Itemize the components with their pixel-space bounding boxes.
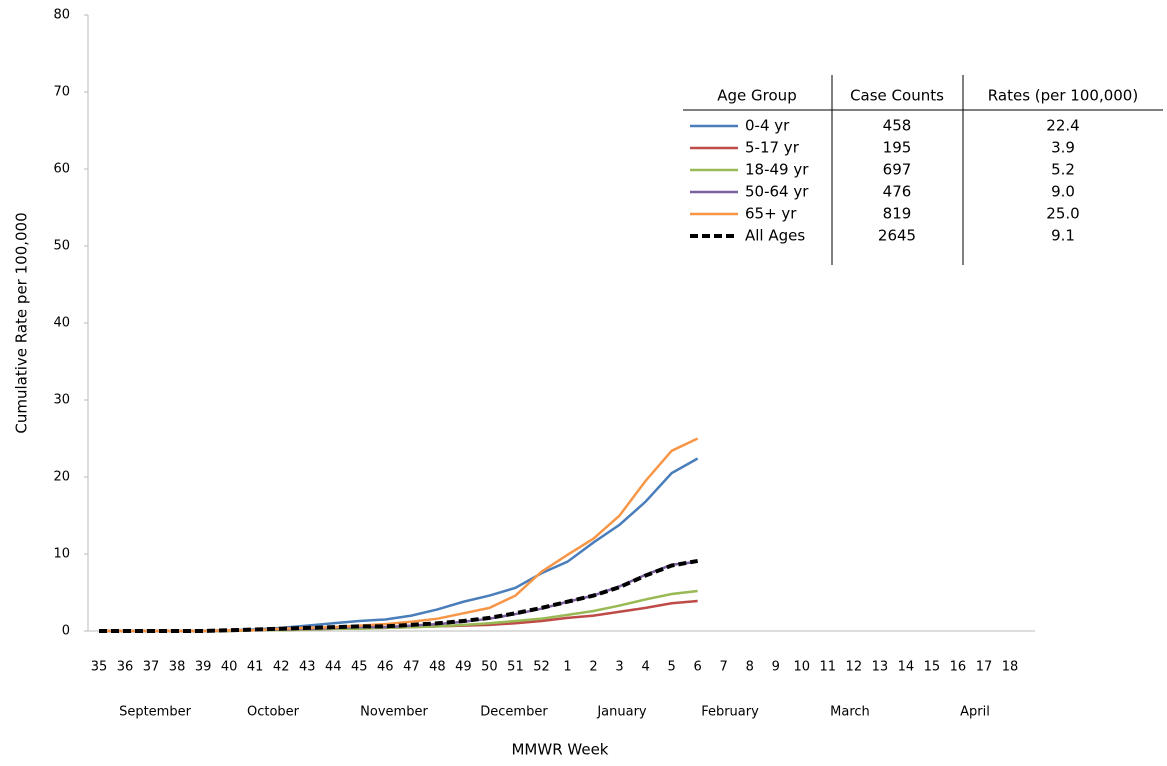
legend-label: 0-4 yr <box>745 117 790 135</box>
month-label: February <box>701 705 759 720</box>
y-tick-label: 20 <box>53 470 70 485</box>
series-line <box>99 560 698 633</box>
case-count: 458 <box>883 117 912 135</box>
rate: 25.0 <box>1046 205 1079 223</box>
x-tick-label: 12 <box>846 660 863 675</box>
month-label: September <box>119 705 192 720</box>
y-tick-label: 60 <box>53 162 70 177</box>
x-tick-label: 3 <box>615 660 623 675</box>
month-label: December <box>480 705 548 720</box>
legend-label: 65+ yr <box>745 205 797 223</box>
x-tick-label: 13 <box>872 660 889 675</box>
y-tick-label: 40 <box>53 316 70 331</box>
x-tick-label: 50 <box>481 660 498 675</box>
x-tick-label: 48 <box>429 660 446 675</box>
table-header: Case Counts <box>850 87 944 105</box>
series-line <box>99 457 699 633</box>
rate: 9.1 <box>1051 227 1075 245</box>
y-tick-label: 0 <box>62 624 70 639</box>
x-tick-label: 1 <box>563 660 571 675</box>
x-tick-label: 47 <box>403 660 420 675</box>
y-tick-label: 30 <box>53 393 70 408</box>
series-line <box>99 589 698 633</box>
case-count: 195 <box>883 139 912 157</box>
rate: 22.4 <box>1046 117 1079 135</box>
series-line <box>99 437 699 633</box>
case-count: 476 <box>883 183 912 201</box>
x-tick-label: 11 <box>820 660 837 675</box>
month-label: April <box>960 705 990 720</box>
legend-label: 18-49 yr <box>745 161 809 179</box>
x-tick-label: 49 <box>455 660 472 675</box>
x-tick-label: 38 <box>169 660 186 675</box>
x-tick-label: 44 <box>325 660 342 675</box>
case-count: 697 <box>883 161 912 179</box>
legend-label: 50-64 yr <box>745 183 809 201</box>
x-tick-label: 52 <box>533 660 550 675</box>
y-tick-label: 10 <box>53 547 70 562</box>
x-tick-label: 17 <box>976 660 993 675</box>
x-tick-label: 41 <box>247 660 264 675</box>
month-label: January <box>596 705 647 720</box>
x-tick-label: 9 <box>772 660 780 675</box>
x-tick-label: 15 <box>924 660 941 675</box>
x-tick-label: 51 <box>507 660 524 675</box>
x-tick-label: 8 <box>746 660 754 675</box>
x-tick-label: 6 <box>694 660 702 675</box>
x-tick-label: 43 <box>299 660 316 675</box>
month-label: October <box>247 705 300 720</box>
x-tick-label: 46 <box>377 660 394 675</box>
x-tick-label: 42 <box>273 660 290 675</box>
case-count: 2645 <box>878 227 916 245</box>
x-tick-label: 10 <box>793 660 810 675</box>
x-axis-label: MMWR Week <box>511 741 608 759</box>
x-tick-label: 37 <box>143 660 160 675</box>
x-tick-label: 7 <box>720 660 728 675</box>
x-tick-label: 18 <box>1002 660 1019 675</box>
x-tick-label: 40 <box>221 660 238 675</box>
legend-label: All Ages <box>745 227 805 245</box>
case-count: 819 <box>883 205 912 223</box>
month-label: November <box>360 705 428 720</box>
rate: 9.0 <box>1051 183 1075 201</box>
x-tick-label: 14 <box>898 660 915 675</box>
y-tick-label: 70 <box>53 85 70 100</box>
y-axis-label: Cumulative Rate per 100,000 <box>13 212 31 433</box>
legend-label: 5-17 yr <box>745 139 800 157</box>
x-tick-label: 36 <box>117 660 134 675</box>
x-tick-label: 4 <box>641 660 649 675</box>
x-tick-label: 5 <box>667 660 675 675</box>
month-label: March <box>830 705 870 720</box>
y-tick-label: 80 <box>53 8 70 23</box>
y-tick-label: 50 <box>53 239 70 254</box>
rate: 5.2 <box>1051 161 1075 179</box>
x-tick-label: 45 <box>351 660 368 675</box>
table-header: Age Group <box>717 87 796 105</box>
x-tick-label: 35 <box>91 660 108 675</box>
rate: 3.9 <box>1051 139 1075 157</box>
x-tick-label: 16 <box>950 660 967 675</box>
series-line <box>99 558 699 633</box>
table-header: Rates (per 100,000) <box>988 87 1138 105</box>
x-tick-label: 39 <box>195 660 212 675</box>
x-tick-label: 2 <box>589 660 597 675</box>
